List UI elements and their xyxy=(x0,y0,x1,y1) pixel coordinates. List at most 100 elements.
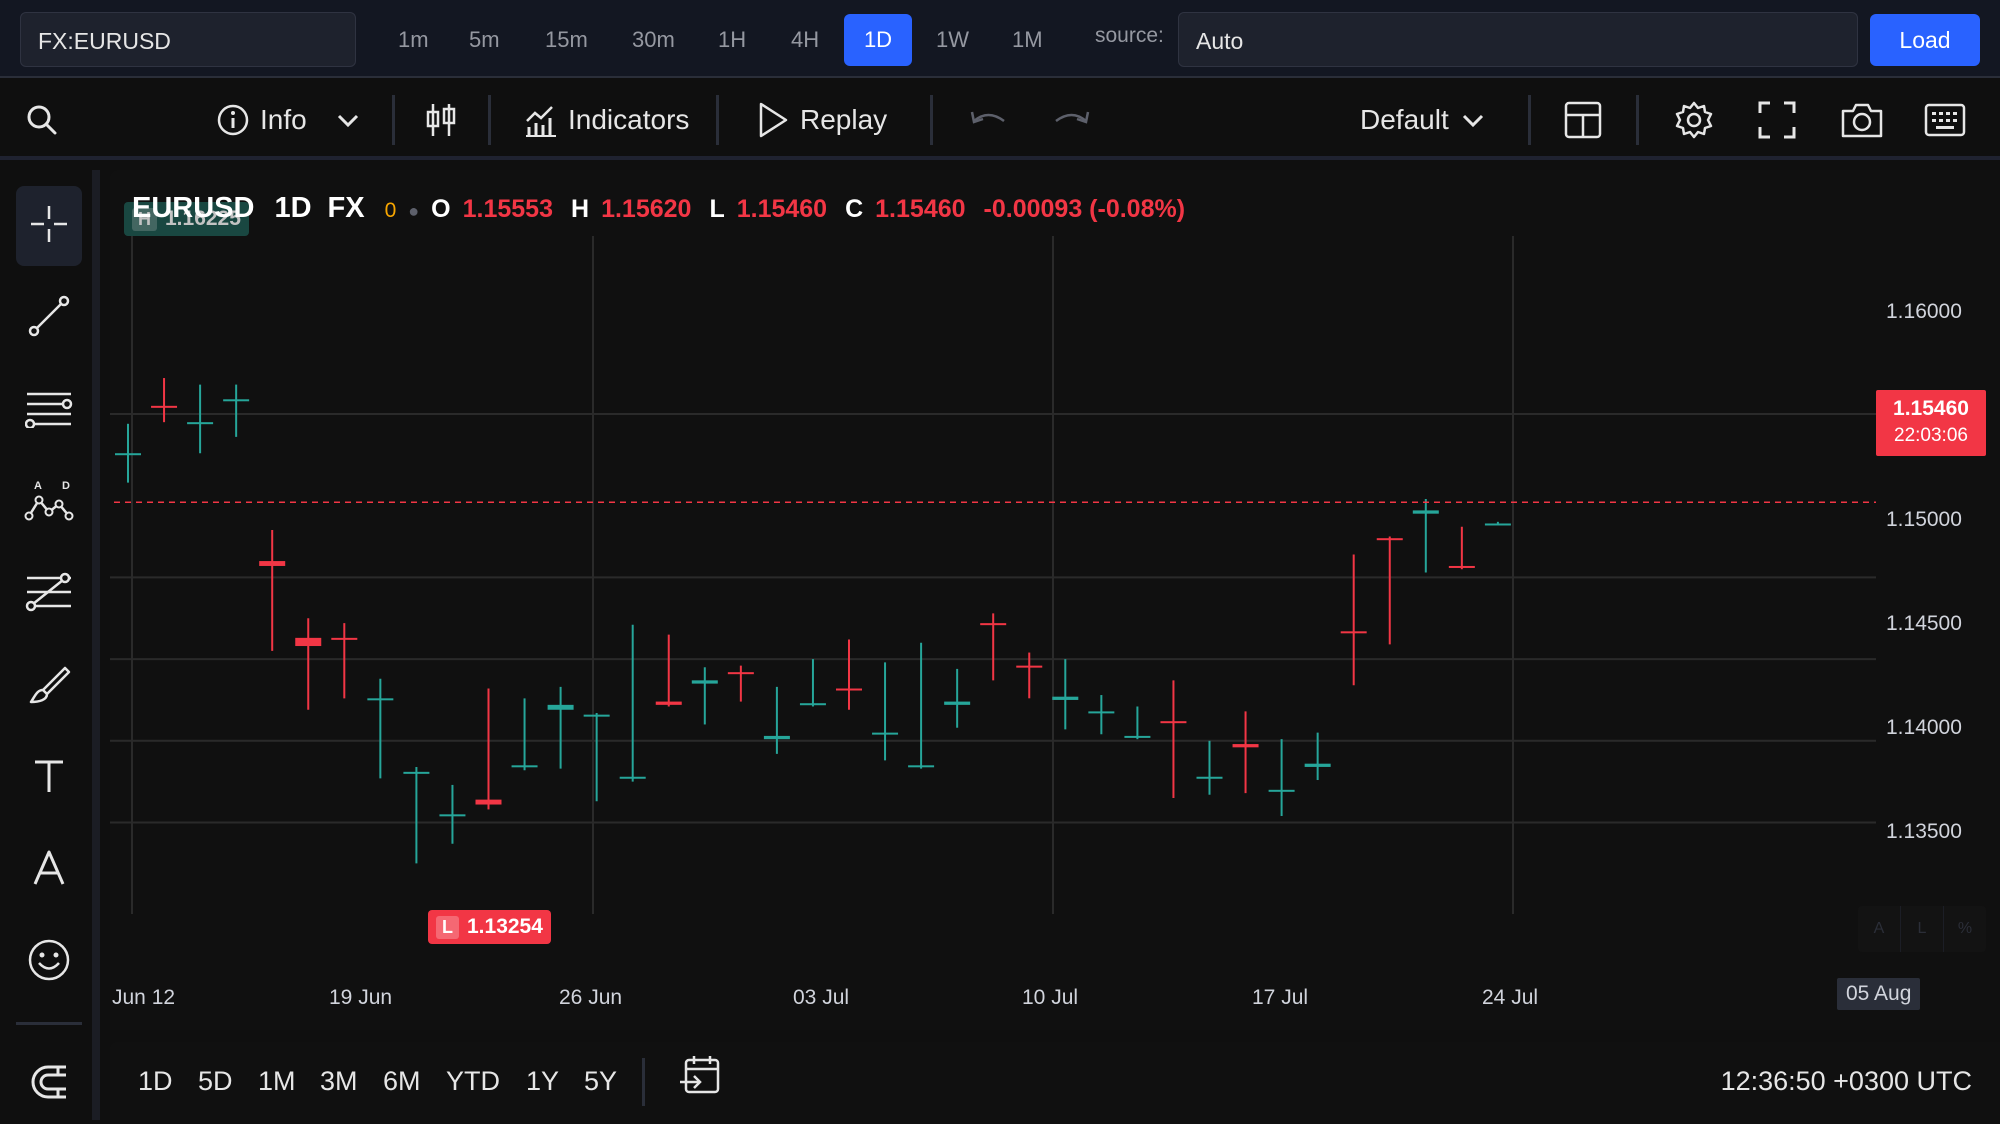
emoji-tool[interactable] xyxy=(16,922,82,1002)
fullscreen-icon xyxy=(1758,101,1796,139)
candle xyxy=(1304,732,1331,781)
anchor-text-icon xyxy=(29,848,69,893)
candle-body xyxy=(1232,744,1259,748)
text-tool[interactable] xyxy=(16,738,82,818)
candle xyxy=(439,784,466,844)
chart-grid xyxy=(110,236,1876,914)
info-label: Info xyxy=(260,104,307,135)
legend-symbol[interactable]: EURUSD xyxy=(132,192,255,224)
candle-body xyxy=(908,765,935,768)
replay-button[interactable]: Replay xyxy=(756,80,887,160)
log-scale-button[interactable]: L xyxy=(1901,906,1944,952)
replay-label: Replay xyxy=(800,104,888,135)
fib-tool[interactable] xyxy=(16,370,82,450)
candle-body xyxy=(1376,538,1403,541)
info-button[interactable]: Info xyxy=(216,80,307,160)
magnet-tool[interactable] xyxy=(16,1044,82,1124)
candle xyxy=(944,668,971,728)
symbol-input[interactable]: FX:EURUSD xyxy=(20,12,356,67)
timeframe-1d[interactable]: 1D xyxy=(844,14,912,66)
redo-icon xyxy=(1052,105,1092,135)
candle xyxy=(763,686,790,754)
range-5d[interactable]: 5D xyxy=(198,1066,233,1096)
candle xyxy=(367,678,394,779)
snapshot-button[interactable] xyxy=(1840,80,1884,160)
x-current-label: 05 Aug xyxy=(1837,978,1921,1010)
legend-change: -0.00093 (-0.08%) xyxy=(983,195,1186,223)
timeframe-1m[interactable]: 1m xyxy=(398,27,429,52)
keyboard-button[interactable] xyxy=(1924,80,1966,160)
candle xyxy=(1160,680,1187,798)
undo-button[interactable] xyxy=(968,80,1008,160)
load-button[interactable]: Load xyxy=(1870,14,1980,66)
x-tick-label: 10 Jul xyxy=(1022,986,1079,1009)
calendar-goto-icon xyxy=(680,1054,720,1096)
toolbar-divider xyxy=(392,95,395,145)
crosshair-tool[interactable] xyxy=(16,186,82,266)
candle xyxy=(1232,711,1259,794)
annotation-tool[interactable] xyxy=(16,830,82,910)
candle xyxy=(151,378,178,423)
candle xyxy=(1448,526,1475,570)
settings-button[interactable] xyxy=(1674,80,1714,160)
candle-body xyxy=(331,637,358,640)
forecast-tool[interactable] xyxy=(16,554,82,634)
chart-pane[interactable]: H 1.16225 EURUSD 1D FX 0 ● O 1.15553 H 1… xyxy=(110,170,2000,1030)
chart-type-button[interactable] xyxy=(424,80,458,160)
trendline-tool[interactable] xyxy=(16,278,82,358)
info-dropdown[interactable] xyxy=(334,80,362,160)
range-1d[interactable]: 1D xyxy=(138,1066,173,1096)
search-button[interactable] xyxy=(26,80,58,160)
indicators-button[interactable]: Indicators xyxy=(524,80,689,160)
fullscreen-button[interactable] xyxy=(1758,80,1796,160)
timezone-clock[interactable]: 12:36:50 +0300 UTC xyxy=(1720,1066,1972,1096)
camera-icon xyxy=(1840,101,1884,139)
candle-body xyxy=(115,453,141,456)
timeframe-1h[interactable]: 1H xyxy=(718,27,747,52)
goto-date-button[interactable] xyxy=(680,1054,720,1108)
candle-body xyxy=(1304,763,1331,767)
candle xyxy=(691,667,718,725)
candle-body xyxy=(1052,696,1079,700)
layout-grid-button[interactable] xyxy=(1564,80,1602,160)
x-tick-label: 12 Jun xyxy=(112,986,176,1009)
candles xyxy=(115,378,1511,864)
last-price-value: 1.15460 xyxy=(1893,397,1969,420)
range-3m[interactable]: 3M xyxy=(320,1066,358,1096)
candle-body xyxy=(187,422,214,425)
candle-body xyxy=(1124,735,1151,738)
x-tick-label: 03 Jul xyxy=(793,986,850,1009)
top-bar: FX:EURUSD 1m 5m 15m 30m 1H 4H 1D 1W 1M s… xyxy=(0,0,2000,78)
candle xyxy=(1340,554,1367,686)
timeframe-1mo[interactable]: 1M xyxy=(1012,27,1043,52)
timeframe-1w[interactable]: 1W xyxy=(936,27,969,52)
candle xyxy=(295,618,322,710)
chevron-down-icon xyxy=(334,106,362,134)
timeframe-15m[interactable]: 15m xyxy=(545,27,588,52)
candle xyxy=(1268,739,1295,816)
redo-button[interactable] xyxy=(1052,80,1092,160)
price-chart[interactable] xyxy=(110,170,2000,1030)
range-1m[interactable]: 1M xyxy=(258,1066,296,1096)
high-value: 1.16225 xyxy=(165,207,241,230)
auto-scale-button[interactable]: A xyxy=(1858,906,1901,952)
crosshair-icon xyxy=(29,204,69,249)
source-select[interactable]: Auto xyxy=(1178,12,1858,67)
candle-body xyxy=(1160,721,1187,724)
timeframe-5m[interactable]: 5m xyxy=(469,27,500,52)
layout-select[interactable]: Default xyxy=(1360,80,1487,160)
range-6m[interactable]: 6M xyxy=(383,1066,421,1096)
candle-body xyxy=(619,776,646,779)
fib-retracement-icon xyxy=(24,388,73,433)
bottom-divider xyxy=(642,1058,645,1106)
range-ytd[interactable]: YTD xyxy=(446,1066,500,1096)
range-5y[interactable]: 5Y xyxy=(584,1066,618,1096)
brush-tool[interactable] xyxy=(16,646,82,726)
source-label: source: xyxy=(1095,24,1164,47)
candles-icon xyxy=(424,102,458,138)
range-1y[interactable]: 1Y xyxy=(526,1066,560,1096)
timeframe-4h[interactable]: 4H xyxy=(791,27,820,52)
timeframe-30m[interactable]: 30m xyxy=(632,27,675,52)
percent-scale-button[interactable]: % xyxy=(1957,920,1973,937)
